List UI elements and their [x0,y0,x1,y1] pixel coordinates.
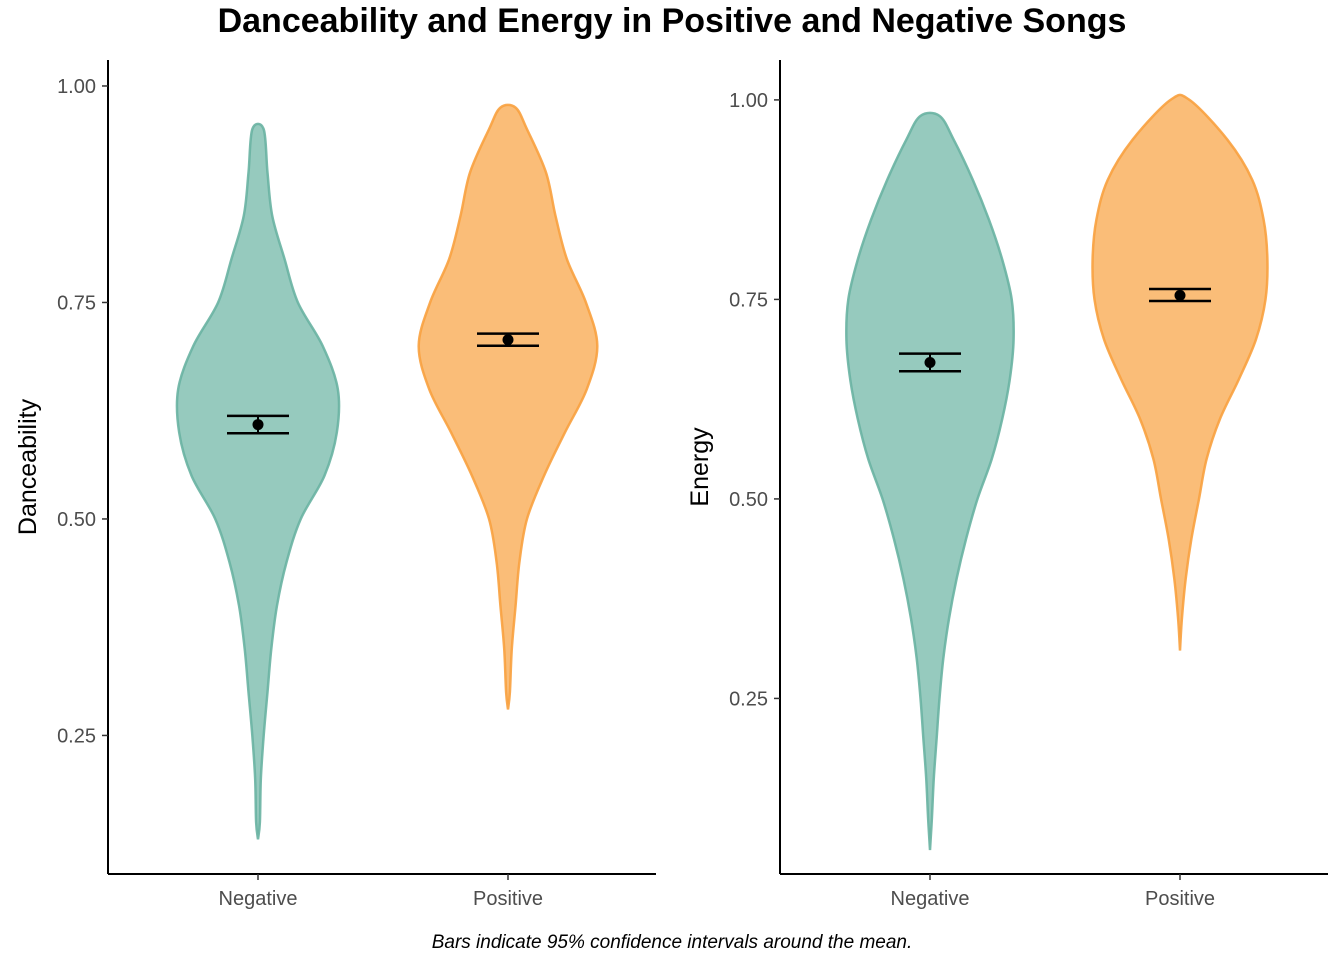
violin-positive [417,103,599,710]
x-tick-label: Positive [1145,888,1215,910]
energy-panel: 0.25 0.50 0.75 1.00 Negative Positive Energy [686,60,1328,910]
violin-negative [175,122,341,840]
y-tick-label: 0.25 [57,725,96,747]
violin-positive [1091,93,1269,651]
x-tick-label: Positive [473,888,543,910]
y-tick-label: 0.50 [729,489,768,511]
mean-point [1174,289,1186,301]
y-tick-label: 0.75 [729,289,768,311]
chart-caption: Bars indicate 95% confidence intervals a… [431,932,913,953]
x-tick-label: Negative [891,888,970,910]
mean-point [252,419,264,431]
y-axis-title: Energy [686,427,714,507]
y-tick-label: 1.00 [729,90,768,112]
mean-point [924,356,936,368]
violin-negative [845,111,1015,851]
danceability-panel: 0.25 0.50 0.75 1.00 Negative Positive Danceabi… [14,60,656,910]
y-tick-label: 1.00 [57,76,96,98]
mean-point [502,334,514,346]
y-tick-label: 0.75 [57,292,96,314]
y-tick-label: 0.25 [729,688,768,710]
x-tick-label: Negative [219,888,298,910]
y-tick-label: 0.50 [57,509,96,531]
y-axis-title: Danceability [14,398,42,535]
chart-title: Danceability and Energy in Positive and … [217,2,1127,40]
